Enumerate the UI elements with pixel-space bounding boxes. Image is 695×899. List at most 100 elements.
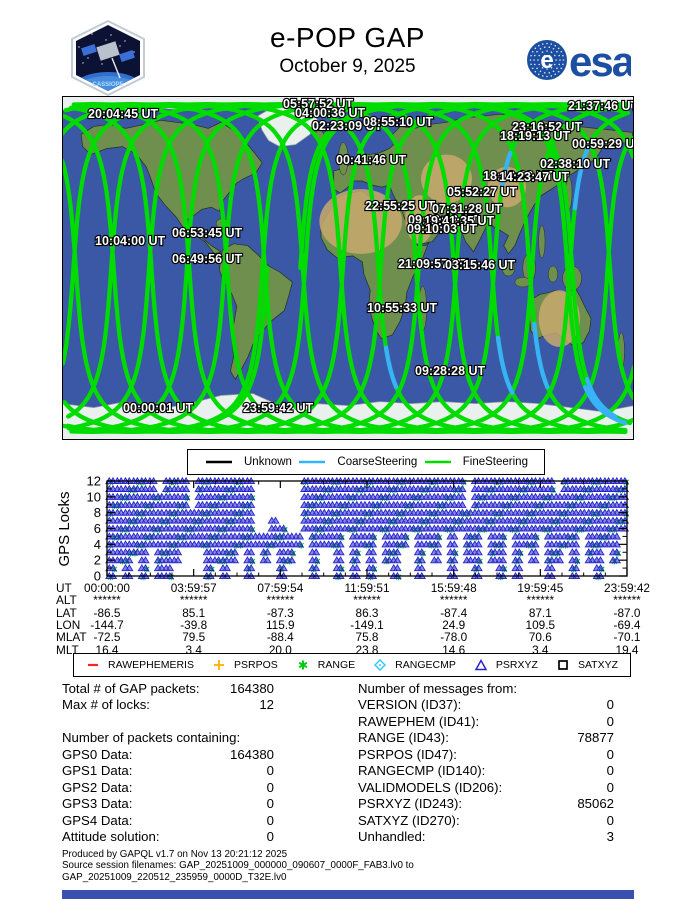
axis-value: -87.4 <box>440 605 468 620</box>
stat-value: 78877 <box>577 730 614 746</box>
axis-value: 85.1 <box>182 605 206 620</box>
axis-value: ****** <box>526 593 555 608</box>
map-time-label: 10:04:00 UT <box>95 234 166 248</box>
legend-line-swatch <box>424 460 451 464</box>
series-legend-label: RAWEPHEMERIS <box>108 659 194 671</box>
axis-value: 07:59:54 <box>257 581 304 595</box>
stat-value: 3 <box>606 829 614 845</box>
axis-value: 03:59:57 <box>170 581 217 595</box>
map-time-label: 21:37:46 UT <box>568 99 634 113</box>
map-time-label: 18:12:23 UT <box>483 169 554 183</box>
axis-value: -39.8 <box>180 617 208 632</box>
footer-line: Source session filenames: GAP_20251009_0… <box>62 860 414 872</box>
axis-row-header: LON <box>56 617 81 632</box>
footer-line: Produced by GAPQL v1.7 on Nov 13 20:21:1… <box>62 849 288 860</box>
footer-line: GAP_20251009_220512_235959_0000D_T32E.lv… <box>62 871 287 883</box>
stat-row: PSRPOS (ID47): 0 <box>358 747 614 763</box>
stat-row: GPS1 Data: 0 <box>62 763 274 779</box>
map-time-label: 19:41:35 UT <box>424 214 495 228</box>
map-time-label: 02:23:09 UT <box>312 119 383 133</box>
axis-value: 11:59:51 <box>344 581 390 595</box>
esa-wordmark: esa <box>569 38 631 84</box>
stat-row <box>62 714 274 730</box>
map-time-label: 06:53:45 UT <box>172 226 243 240</box>
map-time-label: 22:55:25 UT <box>365 199 436 213</box>
stat-value: 0 <box>606 779 614 795</box>
steering-legend-label: CoarseSteering <box>337 456 418 468</box>
page-title: e-POP GAP <box>270 22 425 53</box>
axis-row-ut: UT 00:00:00 03:59:57 07:59:54 11:59:51 15:59:… <box>0 581 695 595</box>
square-marker-icon <box>558 660 568 670</box>
map-time-label: 14:23:47 UT <box>499 170 570 184</box>
stat-row: SATXYZ (ID270): 0 <box>358 813 614 829</box>
steering-legend-item-finesteering: FineSteering <box>423 456 528 468</box>
map-time-label: 10:55:33 UT <box>367 301 438 315</box>
map-time-label: 00:00:01 UT <box>123 401 194 415</box>
stat-label: GPS0 Data: <box>62 746 133 762</box>
stats-right-column: Number of messages from: VERSION (ID37): 0… <box>358 681 614 846</box>
stat-label: GPS1 Data: <box>62 763 133 779</box>
map-time-label: 02:38:10 UT <box>540 157 611 171</box>
title-block: e-POP GAP October 9, 2025 <box>160 22 535 78</box>
axis-value: ****** <box>439 593 468 608</box>
axis-value: ****** <box>266 593 295 608</box>
series-legend-item-rawephemeris: RAWEPHEMERIS <box>86 658 194 672</box>
y-tick-label: 4 <box>94 537 101 552</box>
stats-left-column: Total # of GAP packets: 164380 Max # of lo… <box>62 681 274 846</box>
stat-value: 12 <box>259 697 274 713</box>
y-tick-label: 2 <box>94 553 101 568</box>
axis-value: 24.9 <box>442 617 466 632</box>
map-border <box>62 96 634 440</box>
map-time-label: 08:55:10 UT <box>363 115 434 129</box>
axis-value: 87.1 <box>528 605 552 620</box>
axis-value: 75.8 <box>355 630 379 645</box>
ground-track-coarsesteering <box>383 143 628 426</box>
map-time-label: 09:10:03 UT <box>407 222 478 236</box>
stat-value: 0 <box>266 763 274 779</box>
stat-label: RAWEPHEM (ID41): <box>358 713 480 729</box>
axis-value: 19:59:45 <box>517 581 564 595</box>
map-time-label: 05:57:52 UT <box>283 97 354 111</box>
stat-value: 0 <box>606 697 614 713</box>
axis-value: 23:59:42 <box>604 581 650 595</box>
y-tick-label: 0 <box>94 569 101 583</box>
stat-row: GPS3 Data: 0 <box>62 796 274 812</box>
stat-value: 0 <box>266 812 274 828</box>
diamond-marker-icon <box>374 658 387 672</box>
steering-legend-item-unknown: Unknown <box>204 456 292 468</box>
series-legend-label: PSRXYZ <box>495 659 538 671</box>
stat-value: 0 <box>606 746 614 762</box>
map-island <box>538 225 546 259</box>
stat-label: Total # of GAP packets: <box>62 681 200 696</box>
series-legend-item-rangecmp: RANGECMP <box>373 658 456 672</box>
stat-label: Number of messages from: <box>358 681 518 696</box>
stat-label: Max # of locks: <box>62 697 150 713</box>
message-type-legend: RAWEPHEMERIS PSRPOS RANGE RANGECMP PSRXYZ SAT… <box>73 653 631 677</box>
y-tick-label: 6 <box>94 521 101 536</box>
axis-value: 00:00:00 <box>84 581 130 595</box>
stat-value: 0 <box>266 779 274 795</box>
axis-value: -69.4 <box>613 617 641 632</box>
series-legend-item-range: RANGE <box>296 658 355 672</box>
page-date: October 9, 2025 <box>279 56 416 77</box>
stat-value: 0 <box>266 829 274 845</box>
legend-line-swatch <box>206 460 232 464</box>
stat-label: Attitude solution: <box>62 829 160 845</box>
axis-value: 70.6 <box>528 630 552 645</box>
axis-row-lat: LAT -86.5 85.1 -87.3 86.3 -87.4 87.1 -87.0 <box>0 605 695 620</box>
stat-label: VERSION (ID37): <box>358 697 462 713</box>
stat-label: SATXYZ (ID270): <box>358 812 460 828</box>
axis-row-alt: ALT ****** ****** ****** ****** ****** ****** *… <box>0 593 695 608</box>
svg-text:e: e <box>540 47 553 74</box>
series-legend-label: RANGE <box>317 659 356 671</box>
stat-row: RANGE (ID43): 78877 <box>358 730 614 746</box>
axis-row-header: MLAT <box>56 630 87 645</box>
map-island <box>338 142 349 176</box>
stat-row: Attitude solution: 0 <box>62 829 274 845</box>
map-time-label: 00:59:29 UT <box>572 137 634 151</box>
stat-row: VALIDMODELS (ID206): 0 <box>358 780 614 796</box>
stat-label: PSRPOS (ID47): <box>358 746 457 762</box>
series-legend-item-satxyz: SATXYZ <box>556 658 618 672</box>
stat-value: 164380 <box>229 746 274 762</box>
